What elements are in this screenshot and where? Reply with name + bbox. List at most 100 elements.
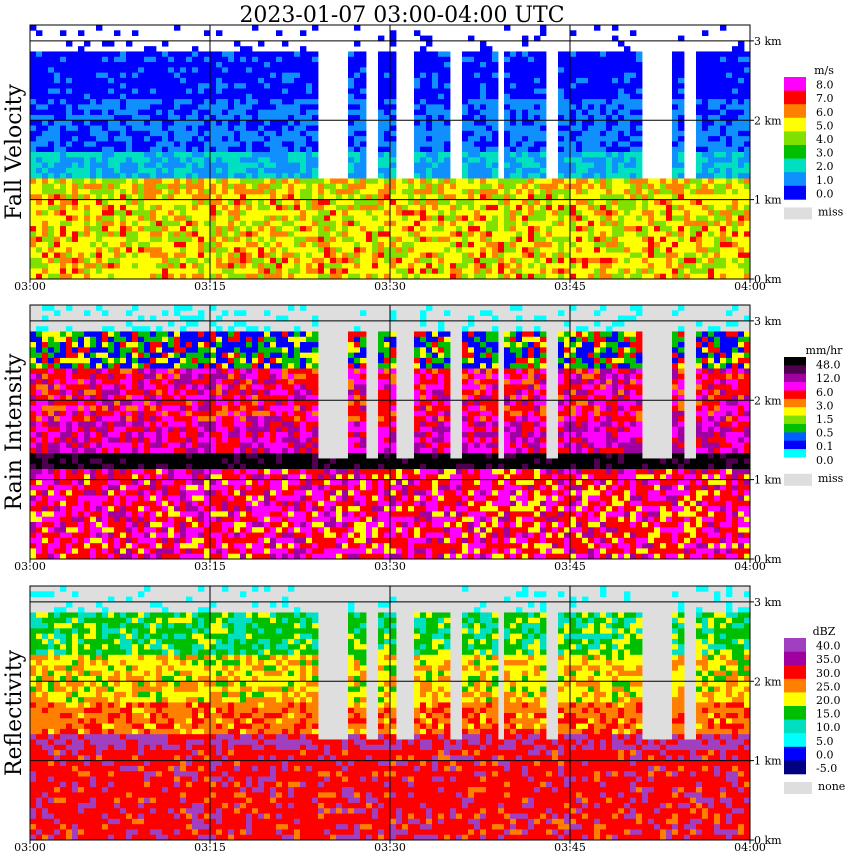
legend-missing-swatch xyxy=(784,473,812,486)
legend-reflectivity: dBZ 40.035.030.025.020.015.010.05.00.0-5.… xyxy=(784,625,845,794)
legend-swatch xyxy=(784,760,806,775)
y-axis-label: Fall Velocity xyxy=(2,84,27,220)
x-tick-label: 03:15 xyxy=(194,560,226,573)
legend-label: 30.0 xyxy=(816,667,841,680)
y-axis-label: Reflectivity xyxy=(2,649,27,776)
panels: 0 km 1 km 2 km 3 km 03:00 03:15 03:30 03:45 04:0… xyxy=(2,24,845,854)
panel-fall-velocity: 0 km 1 km 2 km 3 km 03:00 03:15 03:30 03:45 04:0… xyxy=(2,24,844,293)
legend-swatch xyxy=(784,407,806,416)
y-tick-label: 1 km xyxy=(754,755,782,768)
legend-label: 0.0 xyxy=(816,748,834,761)
legend-swatch xyxy=(784,145,806,159)
legend-label: 3.0 xyxy=(816,147,834,160)
legend-label: 8.0 xyxy=(816,79,834,92)
x-tick-label: 03:00 xyxy=(14,841,46,854)
legend-label: 3.0 xyxy=(816,399,834,412)
legend-label: 0.0 xyxy=(816,187,834,200)
legend-swatch xyxy=(784,382,806,391)
legend-label: 0.0 xyxy=(816,454,834,467)
legend-swatch xyxy=(784,440,806,450)
legend-unit: dBZ xyxy=(813,625,836,638)
x-tick-label: 03:00 xyxy=(14,560,46,573)
x-tick-label: 03:45 xyxy=(554,841,586,854)
legend-swatch xyxy=(784,692,806,707)
panel-reflectivity: 0 km 1 km 2 km 3 km 03:00 03:15 03:30 03:45 04:0… xyxy=(2,585,845,854)
legend-swatch xyxy=(784,415,806,425)
x-tick-label: 03:30 xyxy=(374,280,406,293)
legend-label: 5.0 xyxy=(816,735,834,748)
legend-label: 1.5 xyxy=(816,413,834,426)
x-tick-label: 03:45 xyxy=(554,560,586,573)
legend-label: 10.0 xyxy=(816,721,841,734)
legend-swatch xyxy=(784,423,806,433)
legend-label: 6.0 xyxy=(816,386,834,399)
legend-label: 25.0 xyxy=(816,680,841,693)
legend-swatch xyxy=(784,158,806,173)
legend-label: 4.0 xyxy=(816,133,834,146)
legend-swatch xyxy=(784,365,806,375)
legend-missing-swatch xyxy=(784,782,812,794)
x-tick-label: 03:45 xyxy=(554,280,586,293)
legend-missing-label: none xyxy=(818,780,845,793)
y-tick-label: 1 km xyxy=(754,194,782,207)
legend-unit: mm/hr xyxy=(806,344,844,357)
panel-field xyxy=(30,305,751,560)
y-tick-label: 0 km xyxy=(754,273,782,286)
legend-label: 15.0 xyxy=(816,708,841,721)
legend-missing-label: miss xyxy=(818,472,844,485)
legend-label: 0.5 xyxy=(816,427,834,440)
y-tick-label: 2 km xyxy=(754,394,782,407)
y-tick-label: 2 km xyxy=(754,114,782,127)
legend-label: 2.0 xyxy=(816,160,834,173)
y-tick-label: 0 km xyxy=(754,553,782,566)
legend-label: 20.0 xyxy=(816,694,841,707)
y-tick-label: 1 km xyxy=(754,474,782,487)
legend-missing-label: miss xyxy=(818,205,844,218)
legend-label: 48.0 xyxy=(816,359,841,372)
legend-rain-intensity: mm/hr 48.012.06.03.01.50.50.10.0 miss xyxy=(784,344,844,486)
y-tick-label: 3 km xyxy=(754,315,782,328)
x-tick-label: 04:00 xyxy=(734,841,766,854)
x-tick-label: 04:00 xyxy=(734,560,766,573)
y-tick-label: 2 km xyxy=(754,675,782,688)
legend-swatch xyxy=(784,172,806,187)
legend-swatch xyxy=(784,357,806,366)
legend-label: 7.0 xyxy=(816,92,834,105)
legend-label: -5.0 xyxy=(816,762,837,775)
x-tick-label: 04:00 xyxy=(734,280,766,293)
legend-label: 40.0 xyxy=(816,640,841,653)
legend-swatch xyxy=(784,678,806,693)
y-tick-label: 0 km xyxy=(754,834,782,847)
x-tick-label: 03:30 xyxy=(374,841,406,854)
legend-swatch xyxy=(784,185,806,200)
legend-swatch xyxy=(784,706,806,720)
legend-swatch xyxy=(784,398,806,408)
x-tick-label: 03:30 xyxy=(374,560,406,573)
legend-label: 1.0 xyxy=(816,174,834,187)
legend-missing-swatch xyxy=(784,207,812,220)
x-tick-label: 03:15 xyxy=(194,841,226,854)
legend-swatch xyxy=(784,432,806,441)
y-axis-label: Rain Intensity xyxy=(2,353,27,510)
legend-label: 5.0 xyxy=(816,119,834,132)
y-tick-label: 3 km xyxy=(754,35,782,48)
legend-swatch xyxy=(784,104,806,119)
legend-swatch xyxy=(784,390,806,400)
legend-swatch xyxy=(784,373,806,383)
panel-field xyxy=(30,25,751,280)
x-tick-label: 03:15 xyxy=(194,280,226,293)
legend-swatch xyxy=(784,665,806,680)
legend-swatch xyxy=(784,719,806,734)
legend-swatch xyxy=(784,117,806,132)
legend-swatch xyxy=(784,638,806,652)
y-tick-label: 3 km xyxy=(754,596,782,609)
legend-label: 0.1 xyxy=(816,440,834,453)
legend-fall-velocity: m/s 8.07.06.05.04.03.02.01.00.0 miss xyxy=(784,64,844,220)
legend-swatch xyxy=(784,449,806,458)
legend-label: 35.0 xyxy=(816,653,841,666)
legend-label: 12.0 xyxy=(816,372,841,385)
x-tick-label: 03:00 xyxy=(14,280,46,293)
legend-swatch xyxy=(784,733,806,748)
legend-swatch xyxy=(784,90,806,105)
